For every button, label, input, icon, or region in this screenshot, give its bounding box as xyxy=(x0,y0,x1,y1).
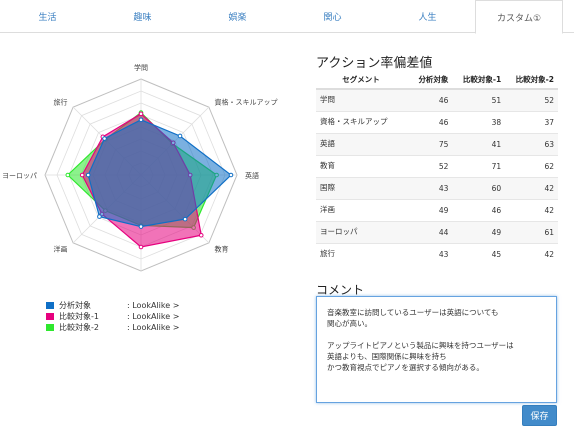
data-point xyxy=(182,216,188,222)
data-point xyxy=(102,136,107,141)
segment-cell: 洋画 xyxy=(316,198,411,221)
tab-life-stage[interactable]: 人生 xyxy=(418,13,437,23)
series-area-1 xyxy=(87,119,232,228)
axis-label: 資格・スキルアップ xyxy=(215,97,278,106)
value-cell: 45 xyxy=(452,242,506,265)
value-cell: 52 xyxy=(410,154,453,177)
value-cell: 60 xyxy=(452,176,506,199)
legend-suffix: : LookAlike > xyxy=(127,312,180,321)
legend-swatch xyxy=(46,324,54,331)
data-point xyxy=(138,111,144,117)
data-point xyxy=(79,172,85,178)
data-point xyxy=(228,172,234,178)
save-button[interactable]: 保存 xyxy=(522,405,557,426)
table-row: ヨーロッパ 44 49 61 xyxy=(316,220,558,243)
data-point xyxy=(97,214,102,219)
axis-label: 旅行 xyxy=(53,97,67,106)
segment-cell: 教育 xyxy=(316,154,411,177)
legend-suffix: : LookAlike > xyxy=(127,301,180,310)
comment-textarea[interactable]: 音楽教室に訪問しているユーザーは英語についても 関心が高い。 アップライトピアノ… xyxy=(316,296,557,403)
legend-label: 比較対象-2 xyxy=(59,323,99,332)
legend-item-compare-1: 比較対象-1 : LookAlike > xyxy=(46,311,179,322)
tab-bar: 生活 趣味 娯楽 関心 人生 カスタム① xyxy=(0,0,574,34)
tab-hobby[interactable]: 趣味 xyxy=(133,13,152,23)
table-row: 国際 43 60 42 xyxy=(316,176,558,199)
value-cell: 43 xyxy=(410,242,453,265)
value-cell: 42 xyxy=(505,242,558,265)
value-cell: 37 xyxy=(505,110,558,133)
value-cell: 62 xyxy=(505,154,558,177)
axis-label: ヨーロッパ xyxy=(2,172,37,180)
data-point xyxy=(177,133,183,139)
value-cell: 46 xyxy=(410,88,453,111)
tab-life[interactable]: 生活 xyxy=(38,13,57,23)
chart-legend: 分析対象 : LookAlike > 比較対象-1 : LookAlike > … xyxy=(46,300,179,333)
legend-item-compare-2: 比較対象-2 : LookAlike > xyxy=(46,322,179,333)
data-point xyxy=(138,117,144,123)
column-header: 分析対象 xyxy=(410,70,453,90)
value-cell: 49 xyxy=(452,220,506,243)
data-point xyxy=(198,232,204,238)
table-row: 英語 75 41 63 xyxy=(316,132,558,155)
table-title: アクション率偏差値 xyxy=(316,56,433,71)
table-row: 旅行 43 45 42 xyxy=(316,242,558,265)
segment-cell: 国際 xyxy=(316,176,411,199)
value-cell: 42 xyxy=(505,176,558,199)
legend-item-analysis: 分析対象 : LookAlike > xyxy=(46,300,179,311)
segment-cell: 旅行 xyxy=(316,242,411,265)
tab-interest[interactable]: 関心 xyxy=(323,13,342,23)
tab-custom[interactable]: カスタム① xyxy=(475,0,563,34)
value-cell: 49 xyxy=(410,198,453,221)
value-cell: 75 xyxy=(410,132,453,155)
column-header: セグメント xyxy=(316,70,411,90)
value-cell: 41 xyxy=(452,132,506,155)
value-cell: 61 xyxy=(505,220,558,243)
table-row: 学問 46 51 52 xyxy=(316,88,558,111)
score-table: セグメント 分析対象 比較対象-1 比較対象-2 学問 46 51 52 資格・スキルア… xyxy=(316,70,558,265)
table-header-row: セグメント 分析対象 比較対象-1 比較対象-2 xyxy=(316,70,558,90)
value-cell: 63 xyxy=(505,132,558,155)
data-point xyxy=(65,172,71,178)
axis-label: 洋画 xyxy=(53,245,67,254)
data-point xyxy=(85,172,91,178)
segment-cell: ヨーロッパ xyxy=(316,220,411,243)
table-row: 資格・スキルアップ 46 38 37 xyxy=(316,110,558,133)
axis-label: 教育 xyxy=(215,245,229,254)
value-cell: 44 xyxy=(410,220,453,243)
comment-title: コメント xyxy=(316,283,365,297)
table-row: 教育 52 71 62 xyxy=(316,154,558,177)
data-point xyxy=(138,224,144,229)
value-cell: 38 xyxy=(452,110,506,133)
table-row: 洋画 49 46 42 xyxy=(316,198,558,221)
legend-label: 比較対象-1 xyxy=(59,312,99,321)
legend-swatch xyxy=(46,302,54,309)
axis-label: 英語 xyxy=(245,171,259,180)
tab-entertainment[interactable]: 娯楽 xyxy=(228,13,247,23)
legend-suffix: : LookAlike > xyxy=(127,323,180,332)
legend-label: 分析対象 xyxy=(59,301,91,310)
data-point xyxy=(138,244,144,250)
legend-swatch xyxy=(46,313,54,320)
value-cell: 51 xyxy=(452,88,506,111)
axis-label: 学問 xyxy=(134,63,148,72)
value-cell: 46 xyxy=(452,198,506,221)
value-cell: 71 xyxy=(452,154,506,177)
column-header: 比較対象-2 xyxy=(505,70,558,90)
value-cell: 42 xyxy=(505,198,558,221)
segment-cell: 学問 xyxy=(316,88,411,111)
column-header: 比較対象-1 xyxy=(452,70,506,90)
value-cell: 46 xyxy=(410,110,453,133)
value-cell: 52 xyxy=(505,88,558,111)
value-cell: 43 xyxy=(410,176,453,199)
segment-cell: 資格・スキルアップ xyxy=(316,110,411,133)
segment-cell: 英語 xyxy=(316,132,411,155)
